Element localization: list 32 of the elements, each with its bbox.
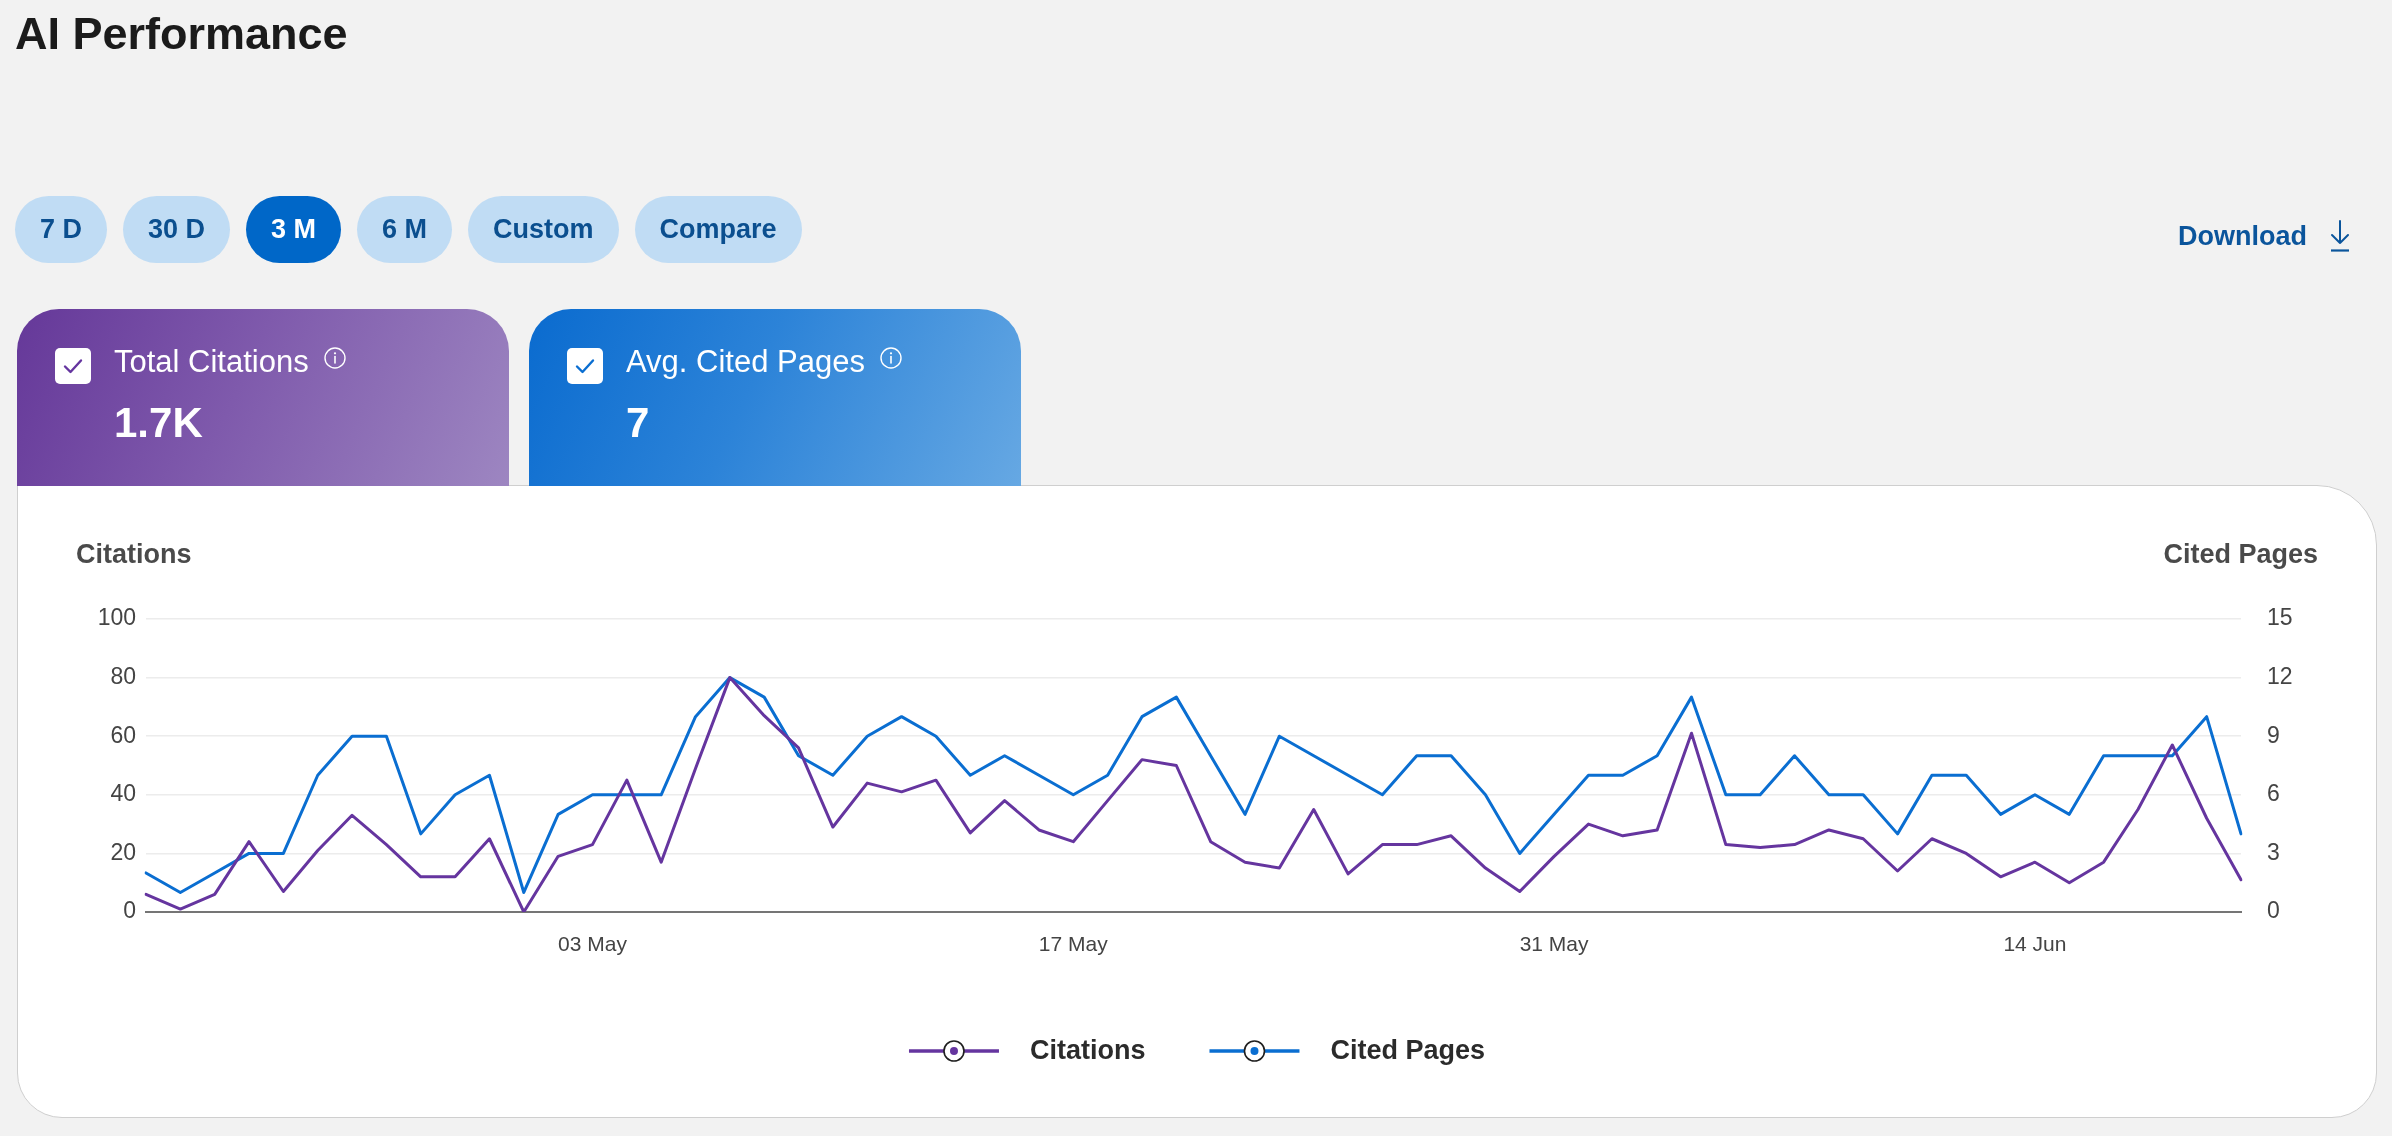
pill-button: Custom bbox=[468, 196, 619, 263]
text: 7 bbox=[626, 398, 650, 448]
y-tick-label: 60 bbox=[110, 721, 136, 748]
y2-tick-label: 6 bbox=[2267, 780, 2280, 807]
pill-button: Compare bbox=[634, 196, 802, 263]
x-tick-label: 14 Jun bbox=[2003, 932, 2067, 956]
y-tick-label: 80 bbox=[110, 662, 136, 689]
text: AI Performance bbox=[15, 7, 348, 61]
pill-button: 3 M bbox=[246, 196, 342, 263]
y2-axis-title: Cited Pages bbox=[2163, 539, 2318, 569]
legend-label: Citations bbox=[1029, 1035, 1146, 1066]
y-tick-label: 100 bbox=[97, 604, 136, 631]
y2-tick-label: 12 bbox=[2267, 662, 2293, 689]
x-tick-label: 17 May bbox=[1038, 932, 1109, 956]
y-tick-label: 0 bbox=[123, 897, 136, 924]
pill-button: 30 D bbox=[123, 196, 231, 263]
y-axis-title: Citations bbox=[76, 539, 192, 569]
y-tick-label: 20 bbox=[110, 838, 136, 865]
pill-button: 6 M bbox=[357, 196, 453, 263]
text: Avg. Cited Pages bbox=[626, 344, 865, 380]
download-button: Download bbox=[2178, 218, 2350, 254]
y2-tick-label: 0 bbox=[2267, 897, 2280, 924]
y2-tick-label: 15 bbox=[2267, 604, 2293, 631]
text: Total Citations bbox=[114, 344, 309, 380]
y2-tick-label: 9 bbox=[2267, 721, 2280, 748]
y-tick-label: 40 bbox=[110, 780, 136, 807]
legend-label: Cited Pages bbox=[1330, 1035, 1486, 1066]
y2-tick-label: 3 bbox=[2267, 838, 2280, 865]
x-tick-label: 31 May bbox=[1519, 932, 1590, 956]
text: 1.7K bbox=[114, 398, 203, 448]
x-tick-label: 03 May bbox=[558, 932, 628, 956]
pill-button: 7 D bbox=[15, 196, 108, 263]
